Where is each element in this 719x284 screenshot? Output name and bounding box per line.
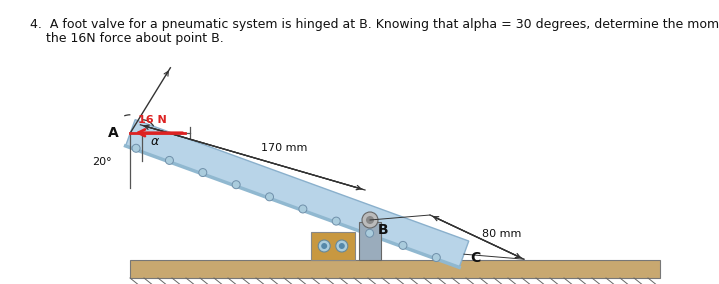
Circle shape [362,212,378,228]
Polygon shape [311,232,355,260]
Text: B: B [378,223,389,237]
Text: 20°: 20° [92,157,112,167]
Text: 16 N: 16 N [138,115,167,125]
Circle shape [319,240,330,252]
Circle shape [399,241,407,249]
Circle shape [265,193,273,201]
Circle shape [332,217,340,225]
Circle shape [339,243,345,249]
Text: 4.  A foot valve for a pneumatic system is hinged at B. Knowing that alpha = 30 : 4. A foot valve for a pneumatic system i… [30,18,719,31]
Circle shape [299,205,307,213]
Circle shape [336,240,348,252]
Text: C: C [470,251,480,265]
Circle shape [198,168,207,177]
Text: the 16N force about point B.: the 16N force about point B. [30,32,224,45]
Circle shape [321,243,327,249]
Text: α: α [150,135,159,148]
Circle shape [365,229,374,237]
Circle shape [432,254,440,262]
Polygon shape [126,120,469,267]
Circle shape [165,156,173,164]
Text: 80 mm: 80 mm [482,229,521,239]
Circle shape [232,181,240,189]
Text: A: A [109,126,119,140]
Circle shape [366,216,374,224]
Polygon shape [130,260,660,278]
Text: 170 mm: 170 mm [261,143,307,153]
Polygon shape [359,222,381,260]
Circle shape [132,144,140,152]
